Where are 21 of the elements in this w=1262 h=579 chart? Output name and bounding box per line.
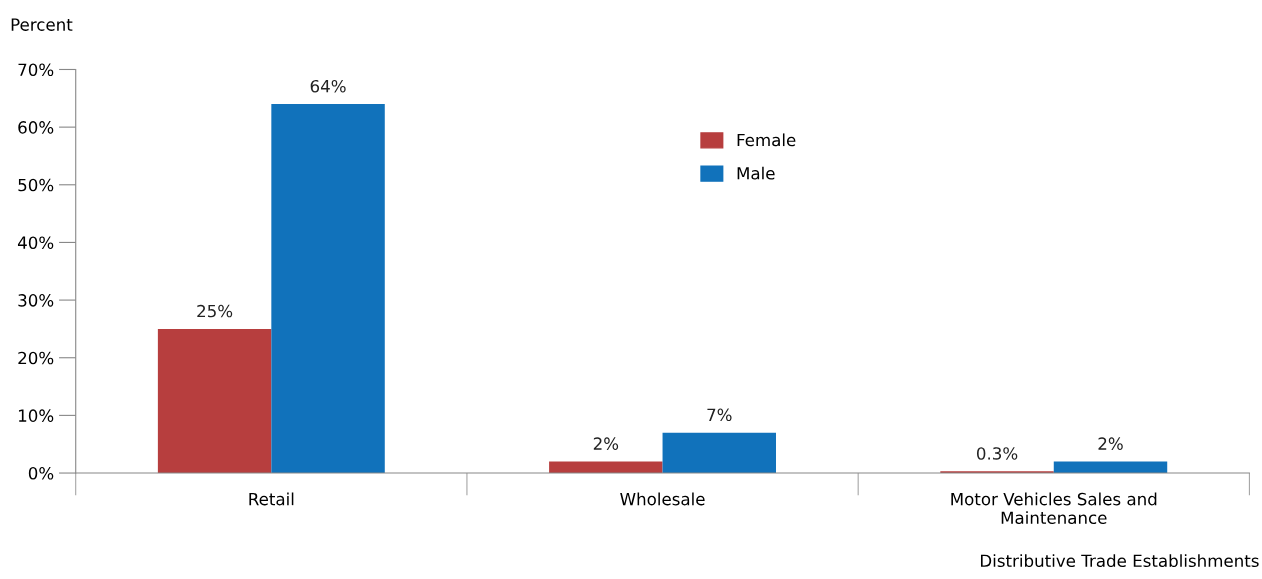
y-tick-label: 50% — [18, 178, 54, 192]
x-tick-label: Motor Vehicles Sales and Maintenance — [951, 492, 1157, 525]
y-tick-label: 70% — [18, 63, 54, 77]
legend-label: Female — [737, 133, 796, 147]
x-tick-label: Retail — [249, 492, 294, 506]
y-tick-label: 40% — [17, 236, 54, 249]
data-label: 64% — [310, 79, 346, 93]
y-tick-label: 30% — [18, 294, 54, 307]
data-label: 0.3% — [976, 447, 1018, 460]
y-tick-label: 20% — [18, 351, 54, 365]
data-label: 2% — [1098, 437, 1123, 450]
y-axis-title: Percent — [11, 18, 73, 31]
legend-label: Male — [737, 166, 775, 180]
y-tick-label: 10% — [18, 409, 54, 422]
x-tick-label: Wholesale — [620, 492, 705, 506]
y-tick-label: 0% — [28, 467, 54, 480]
x-axis-title: Distributive Trade Establishments — [980, 554, 1259, 568]
data-label: 2% — [593, 437, 619, 450]
data-label: 25% — [197, 304, 233, 318]
y-tick-label: 60% — [18, 121, 54, 134]
data-label: 7% — [707, 408, 732, 422]
